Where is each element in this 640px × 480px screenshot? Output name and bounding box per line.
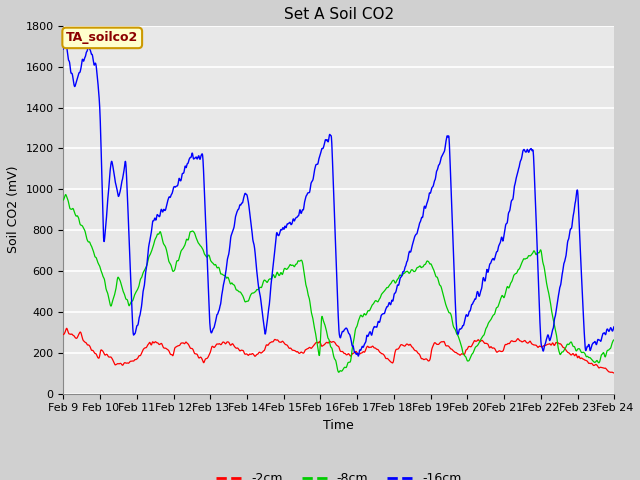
Y-axis label: Soil CO2 (mV): Soil CO2 (mV)	[7, 166, 20, 253]
X-axis label: Time: Time	[323, 419, 354, 432]
Title: Set A Soil CO2: Set A Soil CO2	[284, 7, 394, 22]
Legend: -2cm, -8cm, -16cm: -2cm, -8cm, -16cm	[211, 468, 467, 480]
Text: TA_soilco2: TA_soilco2	[66, 31, 138, 45]
